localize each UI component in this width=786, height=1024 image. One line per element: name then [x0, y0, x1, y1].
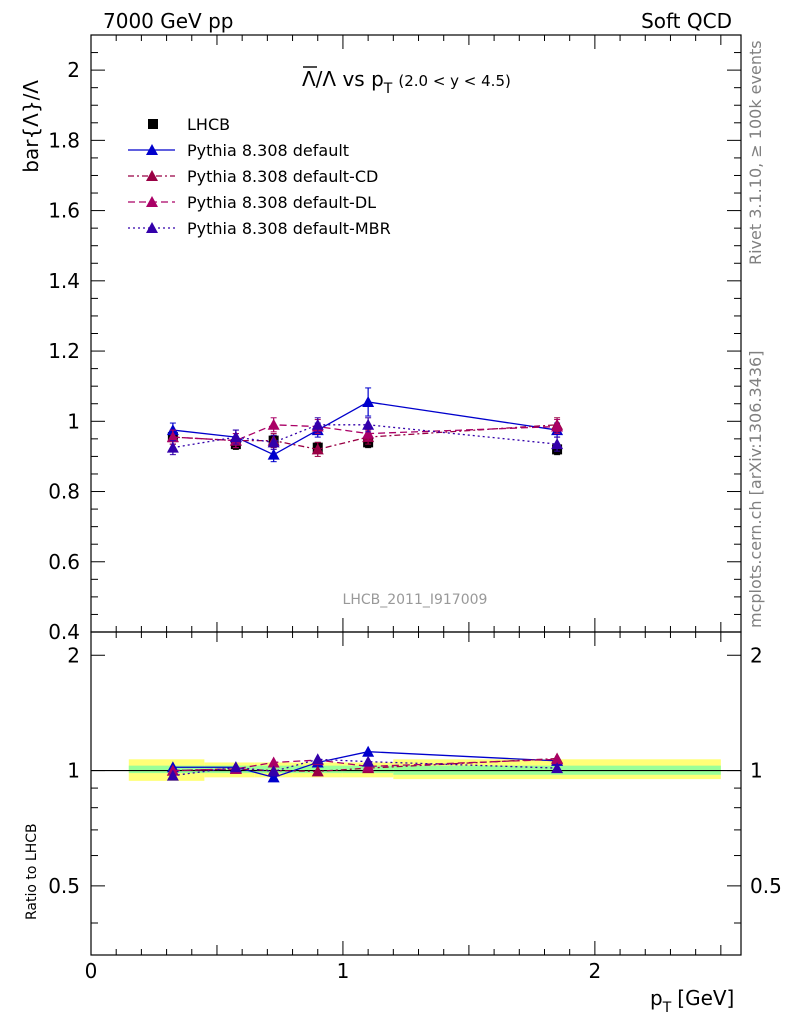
ratio-y-tick-label-left: 1 — [67, 759, 80, 783]
main-y-tick-label: 1.4 — [48, 269, 80, 293]
main-y-tick-label: 1.2 — [48, 339, 80, 363]
ratio-panel: 0.5 0.5 1 1 2 2 0 1 2 Ratio to LHCB pT [GeV] — [24, 631, 782, 1016]
data-point-default — [362, 395, 375, 407]
main-y-tick-labels: 0.6 0.8 1 1.2 1.4 1.6 1.8 2 0.4 — [48, 58, 80, 644]
main-y-tick-label: 0.6 — [48, 550, 80, 574]
main-y-tick-label: 1 — [67, 409, 80, 433]
ratio-point-dl — [551, 753, 564, 765]
analysis-watermark: LHCB_2011_I917009 — [343, 592, 488, 608]
ratio-point-cd — [311, 765, 324, 777]
ratio-point-mbr — [362, 755, 375, 767]
ratio-point-dl — [267, 756, 280, 768]
header-left: 7000 GeV pp — [103, 9, 234, 33]
data-point-cd — [311, 443, 324, 455]
x-tick-label: 2 — [589, 959, 602, 983]
ratio-y-tick-label-right: 1 — [750, 759, 763, 783]
data-point-dl — [267, 418, 280, 430]
main-y-tick-label: 0.8 — [48, 480, 80, 504]
data-point-mbr — [267, 436, 280, 448]
chart-title: Λ/Λ vs pT (2.0 < y < 4.5) — [302, 67, 511, 97]
ratio-line-default — [172, 751, 558, 779]
data-point-dl — [362, 427, 375, 439]
data-point-mbr — [166, 441, 179, 453]
data-point-dl — [551, 420, 564, 432]
x-axis-label: pT [GeV] — [650, 986, 734, 1016]
legend-marker-mbr — [146, 222, 158, 233]
legend-marker-default — [146, 144, 158, 155]
ratio-point-mbr — [229, 761, 242, 773]
ratio-y-tick-label-right: 0.5 — [750, 874, 782, 898]
legend-label-mbr: Pythia 8.308 default-MBR — [187, 219, 391, 238]
ratio-point-mbr — [551, 762, 564, 774]
ratio-tick-labels: 0.5 0.5 1 1 2 2 0 1 2 — [48, 643, 782, 983]
main-y-tick-label: 2 — [67, 58, 80, 82]
ratio-y-tick-label-left: 2 — [67, 643, 80, 667]
data-point-dl — [166, 431, 179, 443]
legend-marker-dl — [146, 196, 158, 207]
header-right: Soft QCD — [641, 9, 732, 33]
main-y-tick-label: 1.8 — [48, 128, 80, 152]
ratio-point-mbr — [267, 765, 280, 777]
data-point-default — [267, 448, 280, 460]
ratio-y-tick-label-right: 2 — [750, 643, 763, 667]
main-y-axis-label: bar{Λ}/Λ — [19, 80, 43, 173]
ratio-y-tick-label-left: 0.5 — [48, 874, 80, 898]
ratio-frame — [90, 631, 742, 956]
ratio-axis-ticks — [90, 632, 741, 955]
ratio-point-mbr — [166, 769, 179, 781]
series-mbr — [166, 417, 564, 456]
main-y-tick-label: 1.6 — [48, 199, 80, 223]
main-y-tick-label-partial: 0.4 — [48, 620, 80, 644]
ratio-point-mbr — [311, 753, 324, 765]
series-line-dl — [172, 424, 558, 442]
ratio-point-default — [267, 771, 280, 783]
legend-marker-data — [148, 119, 158, 129]
ratio-series-mbr — [166, 753, 564, 781]
x-tick-label: 1 — [337, 959, 350, 983]
legend-label-data: LHCB — [187, 115, 230, 134]
legend-label-cd: Pythia 8.308 default-CD — [187, 167, 378, 186]
legend: LHCB Pythia 8.308 default Pythia 8.308 def… — [128, 115, 391, 238]
mcplots-credit-label: mcplots.cern.ch [arXiv:1306.3436] — [746, 351, 765, 628]
ratio-point-default — [362, 745, 375, 757]
uncertainty-band-inner — [128, 765, 205, 774]
legend-label-dl: Pythia 8.308 default-DL — [187, 193, 376, 212]
series-line-mbr — [172, 424, 558, 449]
main-plot-content — [166, 387, 564, 463]
series-line-cd — [172, 424, 558, 451]
data-point-mbr — [311, 418, 324, 430]
data-point-mbr — [362, 418, 375, 430]
ratio-line-dl — [172, 758, 558, 772]
rivet-version-label: Rivet 3.1.10, ≥ 100k events — [746, 40, 765, 265]
ratio-plot-content — [91, 745, 741, 783]
ratio-y-axis-label: Ratio to LHCB — [24, 823, 40, 920]
main-axis-ticks — [90, 34, 741, 633]
x-tick-label: 0 — [85, 959, 98, 983]
legend-label-default: Pythia 8.308 default — [187, 141, 349, 160]
legend-marker-cd — [146, 170, 158, 181]
data-point-mbr — [229, 431, 242, 443]
ratio-line-cd — [172, 757, 558, 773]
main-panel: 0.6 0.8 1 1.2 1.4 1.6 1.8 2 0.4 bar{Λ}/Λ Λ/Λ vs … — [19, 34, 742, 644]
data-point-mbr — [551, 438, 564, 450]
series-line-default — [172, 401, 558, 456]
